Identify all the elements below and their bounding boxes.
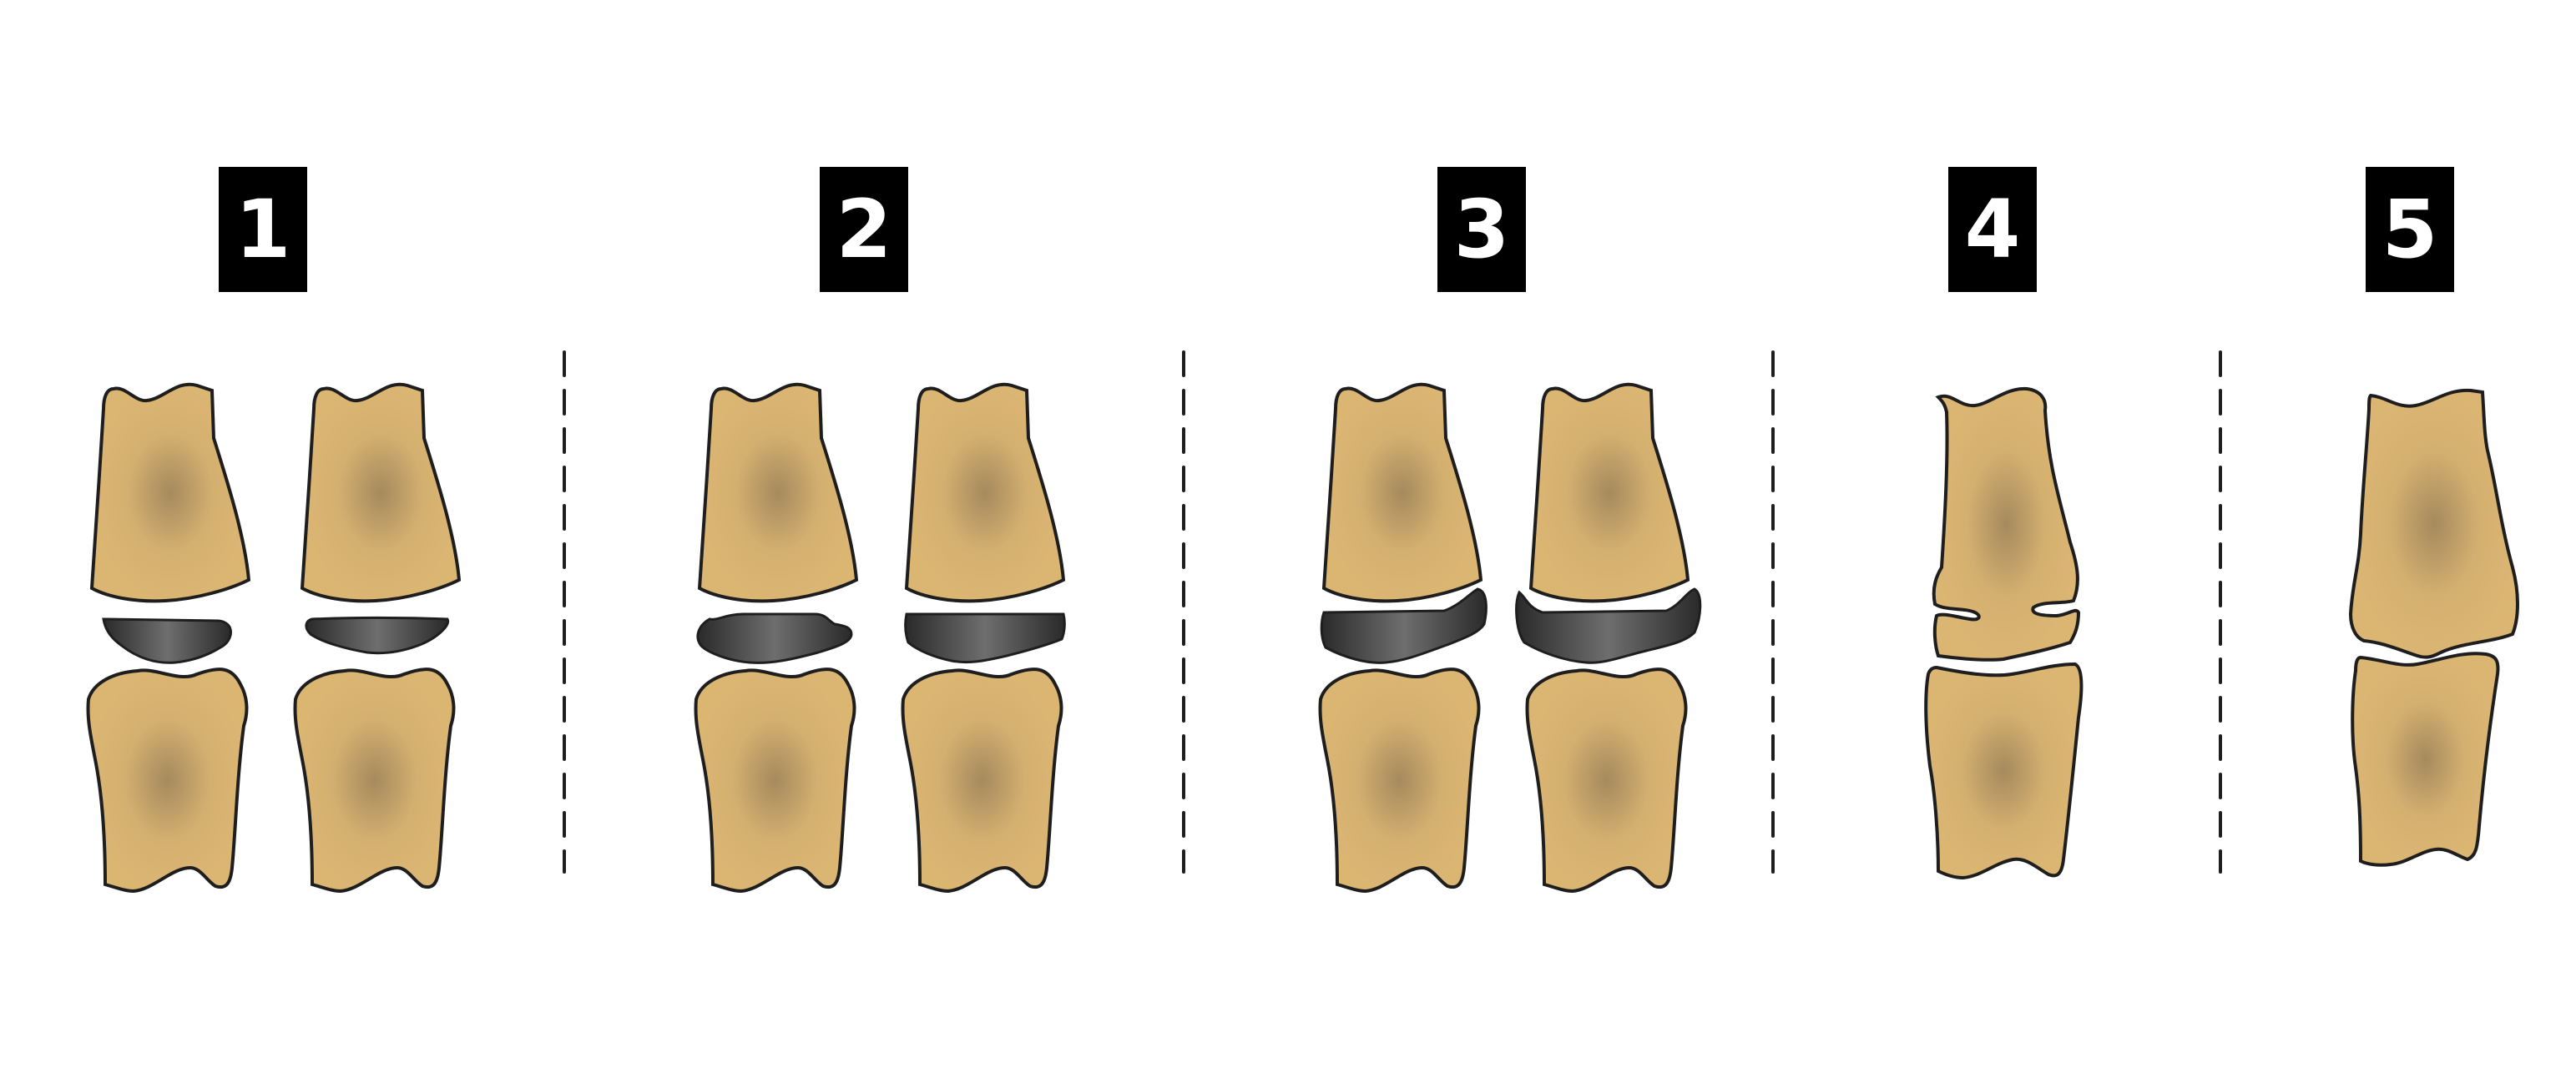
stage-2-number-badge: 2 (820, 167, 908, 292)
stage-1-joint-right (293, 382, 461, 893)
stage-1-number-badge: 1 (219, 167, 307, 292)
stage-4-number-badge: 4 (1948, 167, 2037, 292)
stage-4-joint (1924, 386, 2084, 880)
stage-2-joint-right (901, 382, 1066, 893)
stage-5-number-badge: 5 (2366, 167, 2454, 292)
stage-2-joint-left (694, 382, 858, 893)
stage-3-joint-left (1318, 382, 1488, 893)
stage-3-number-badge: 3 (1437, 167, 1526, 292)
stage-1-joint-left (86, 382, 250, 893)
stage-5-joint (2348, 388, 2519, 867)
stage-3-joint-right (1515, 382, 1702, 893)
